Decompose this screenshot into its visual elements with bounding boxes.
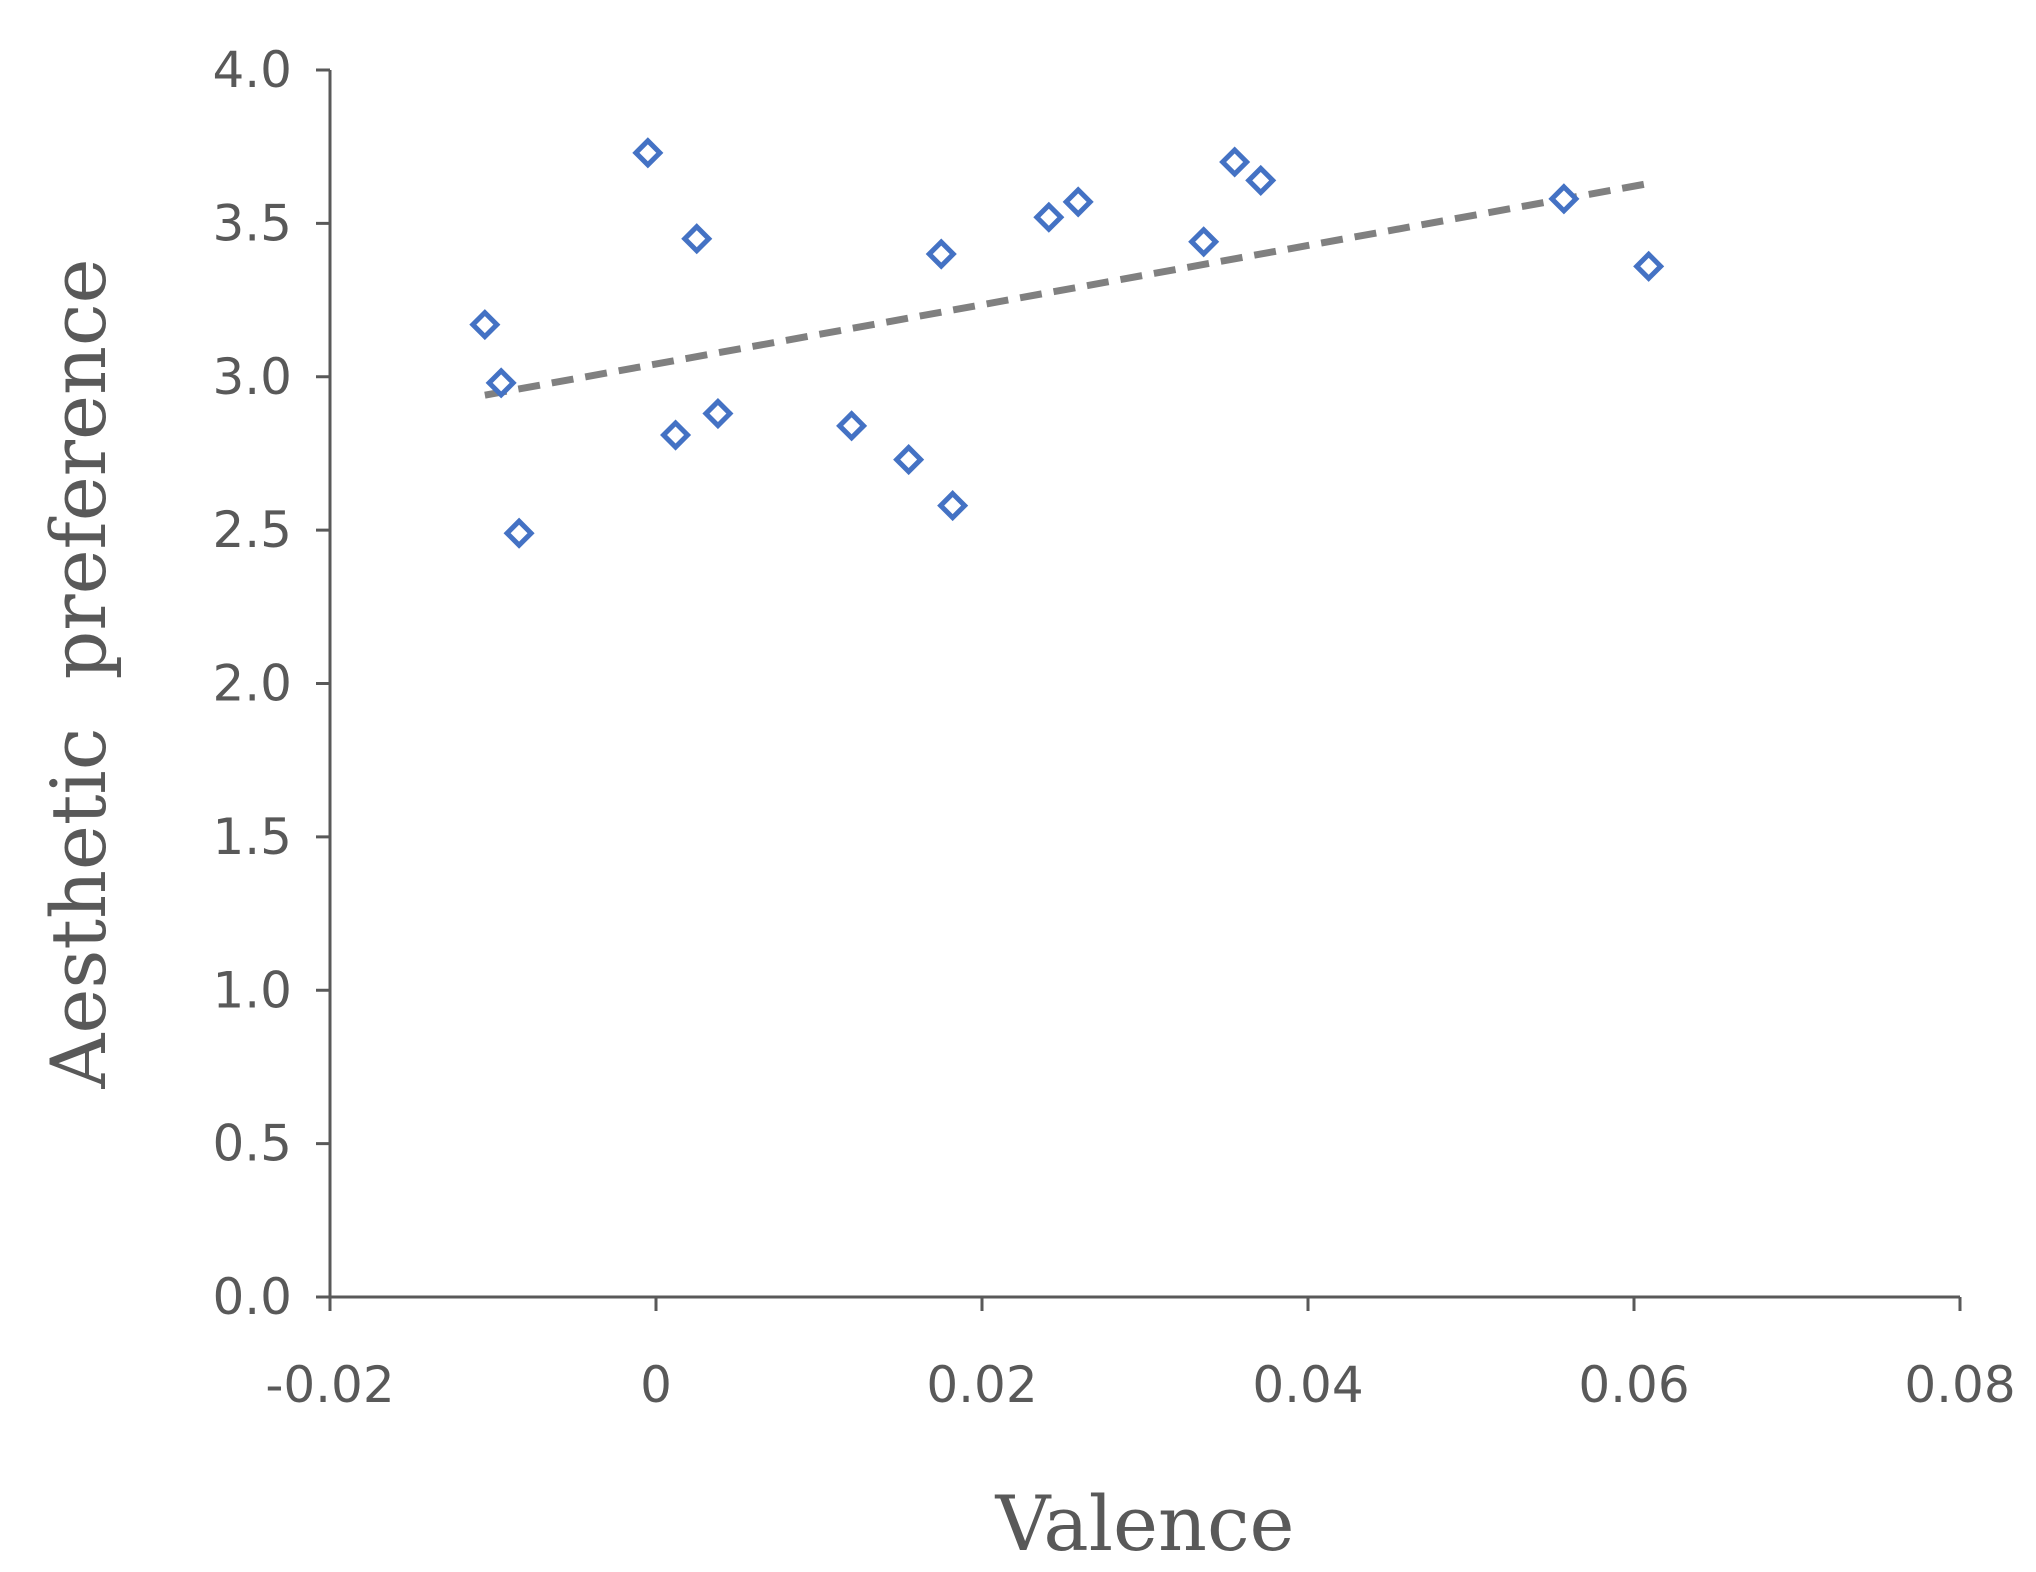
x-tick-label: 0.06 xyxy=(1578,1356,1689,1414)
scatter-point xyxy=(503,517,535,549)
y-tick-label: 3.5 xyxy=(212,194,292,252)
y-tick-label: 2.0 xyxy=(212,655,292,713)
x-tick-label: -0.02 xyxy=(265,1356,394,1414)
scatter-point xyxy=(1633,250,1665,282)
scatter-point xyxy=(1033,201,1065,233)
scatter-point xyxy=(469,309,501,341)
scatter-point xyxy=(632,137,664,169)
scatter-point xyxy=(1188,226,1220,258)
scatter-point xyxy=(836,410,868,442)
x-axis-ticks: -0.02 0 0.02 0.04 0.06 0.08 xyxy=(265,1297,2016,1414)
scatter-point xyxy=(1219,146,1251,178)
y-tick-label: 2.5 xyxy=(212,501,292,559)
y-tick-label: 4.0 xyxy=(212,41,292,99)
x-tick-label: 0.08 xyxy=(1904,1356,2015,1414)
x-tick-label: 0.04 xyxy=(1252,1356,1363,1414)
scatter-point xyxy=(1548,183,1580,215)
scatter-point xyxy=(1062,186,1094,218)
y-tick-label: 1.5 xyxy=(212,808,292,866)
scatter-point xyxy=(1245,164,1277,196)
y-axis-title: Aesthetic preference xyxy=(34,259,123,1090)
y-tick-label: 1.0 xyxy=(212,961,292,1019)
x-tick-label: 0.02 xyxy=(926,1356,1037,1414)
scatter-point xyxy=(681,223,713,255)
scatter-point xyxy=(485,367,517,399)
x-axis-title: Valence xyxy=(995,1479,1295,1568)
data-points xyxy=(469,137,1665,549)
y-tick-label: 0.0 xyxy=(212,1268,292,1326)
scatter-point xyxy=(702,398,734,430)
scatter-point xyxy=(660,419,692,451)
y-tick-label: 0.5 xyxy=(212,1115,292,1173)
scatter-point xyxy=(893,444,925,476)
scatter-point xyxy=(925,238,957,270)
y-tick-label: 3.0 xyxy=(212,348,292,406)
y-axis-ticks: 0.0 0.5 1.0 1.5 2.0 2.5 3.0 3.5 4.0 xyxy=(212,41,330,1326)
scatter-point xyxy=(937,490,969,522)
x-tick-label: 0 xyxy=(640,1356,672,1414)
linear-trendline xyxy=(484,180,1650,399)
